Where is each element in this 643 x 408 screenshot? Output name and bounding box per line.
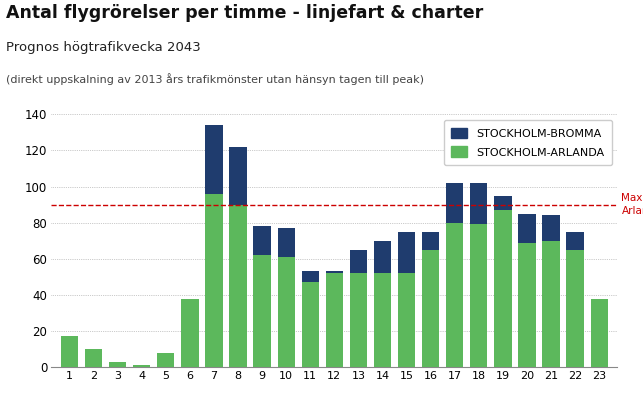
Bar — [470, 183, 487, 224]
Bar — [109, 362, 126, 367]
Bar — [181, 299, 199, 367]
Bar — [494, 210, 512, 367]
Text: (direkt uppskalning av 2013 års trafikmönster utan hänsyn tagen till peak): (direkt uppskalning av 2013 års trafikmö… — [6, 73, 424, 85]
Bar — [302, 271, 319, 282]
Bar — [518, 214, 536, 242]
Bar — [398, 232, 415, 273]
Bar — [205, 194, 222, 367]
Bar — [446, 223, 464, 367]
Bar — [205, 125, 222, 194]
Bar — [374, 241, 391, 273]
Bar — [543, 215, 560, 241]
Text: Antal flygrörelser per timme - linjefart & charter: Antal flygrörelser per timme - linjefart… — [6, 4, 484, 22]
Bar — [278, 257, 295, 367]
Bar — [253, 255, 271, 367]
Bar — [230, 147, 247, 204]
Legend: STOCKHOLM-BROMMA, STOCKHOLM-ARLANDA: STOCKHOLM-BROMMA, STOCKHOLM-ARLANDA — [444, 120, 611, 165]
Text: Maximal kapacitet
Arlanda: Maximal kapacitet Arlanda — [621, 193, 643, 216]
Bar — [253, 226, 271, 255]
Bar — [157, 353, 174, 367]
Bar — [518, 242, 536, 367]
Bar — [543, 241, 560, 367]
Bar — [566, 232, 584, 250]
Bar — [350, 250, 367, 273]
Bar — [590, 299, 608, 367]
Bar — [85, 349, 102, 367]
Bar — [230, 204, 247, 367]
Bar — [278, 228, 295, 257]
Bar — [422, 232, 439, 250]
Bar — [133, 366, 150, 367]
Bar — [398, 273, 415, 367]
Bar — [494, 195, 512, 210]
Bar — [61, 337, 78, 367]
Bar — [326, 273, 343, 367]
Bar — [422, 250, 439, 367]
Bar — [470, 224, 487, 367]
Text: Prognos högtrafikvecka 2043: Prognos högtrafikvecka 2043 — [6, 41, 201, 54]
Bar — [566, 250, 584, 367]
Bar — [350, 273, 367, 367]
Bar — [374, 273, 391, 367]
Bar — [326, 271, 343, 273]
Bar — [302, 282, 319, 367]
Bar — [446, 183, 464, 223]
